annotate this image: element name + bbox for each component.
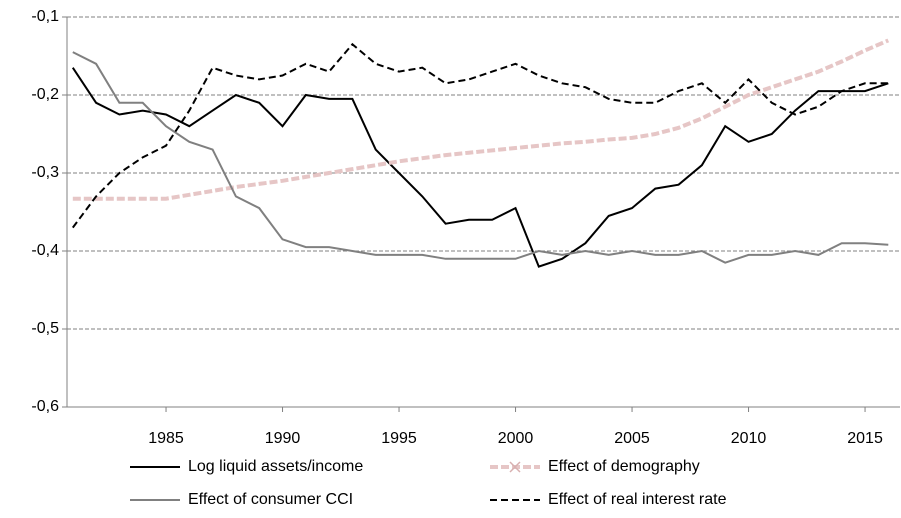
y-tick-label: -0,3 (31, 164, 59, 181)
legend-label: Log liquid assets/income (188, 458, 363, 475)
y-tick-label: -0,1 (31, 8, 59, 25)
x-tick-label: 1995 (381, 430, 417, 447)
series-line (71, 67, 889, 268)
x-tick-label: 2010 (731, 430, 767, 447)
x-tick-label: 2015 (847, 430, 883, 447)
x-tick-label: 2005 (614, 430, 650, 447)
y-tick-label: -0,4 (31, 242, 59, 259)
legend-marker (509, 461, 521, 473)
series-line (71, 42, 889, 229)
legend-label: Effect of consumer CCI (188, 491, 353, 508)
x-tick-label: 2000 (498, 430, 534, 447)
series-line (72, 38, 890, 201)
y-tick-label: -0,5 (31, 320, 59, 337)
y-tick-label: -0,6 (31, 398, 59, 415)
legend-label: Effect of demography (548, 458, 700, 475)
y-tick-label: -0,2 (31, 86, 59, 103)
series-line (72, 51, 889, 264)
x-tick-label: 1985 (148, 430, 184, 447)
legend-label: Effect of real interest rate (548, 491, 727, 508)
x-tick-label: 1990 (265, 430, 301, 447)
